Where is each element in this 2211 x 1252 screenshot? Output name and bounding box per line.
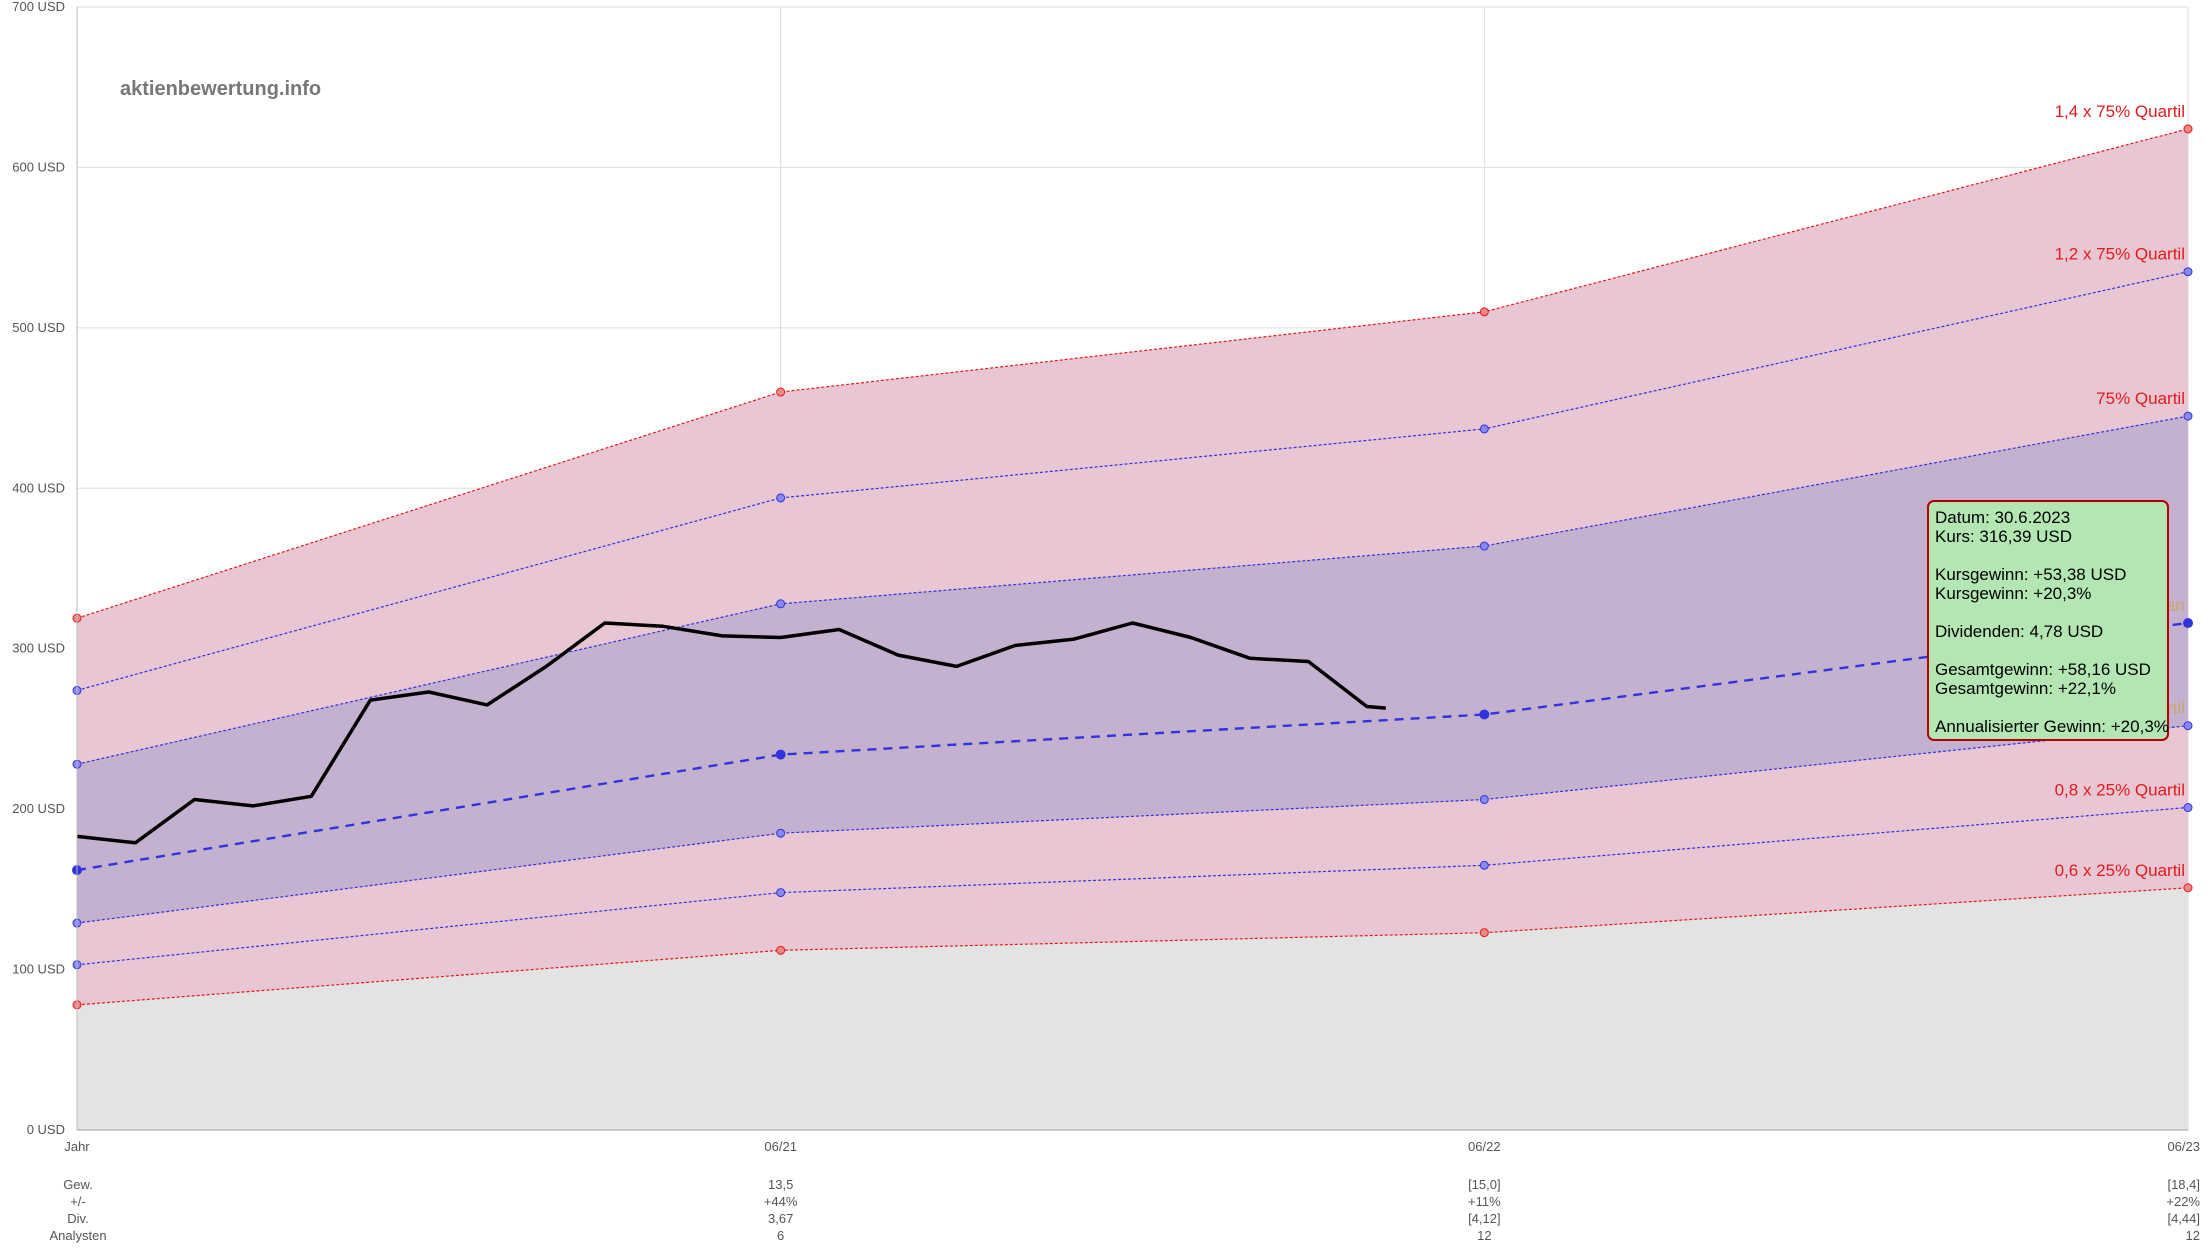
table-cell: 13,5 xyxy=(768,1177,793,1192)
series-label: 0,6 x 25% Quartil xyxy=(2055,861,2185,880)
tooltip-dividends: Dividenden: 4,78 USD xyxy=(1935,622,2104,641)
table-cell: [4,44] xyxy=(2167,1211,2200,1226)
price-line-group xyxy=(76,621,1386,845)
y-tick-label: 500 USD xyxy=(12,320,65,335)
series-point-5-2 xyxy=(1479,860,1489,870)
series-point-1-3 xyxy=(2183,267,2193,277)
tooltip-total-gain-abs: Gesamtgewinn: +58,16 USD xyxy=(1935,660,2151,679)
table-cell: [4,12] xyxy=(1468,1211,1501,1226)
series-point-4-3 xyxy=(2183,721,2193,731)
series-point-0-1 xyxy=(776,387,786,397)
data-table: Gew. +/- Div. Analysten 13,5 +44% 3,67 6 [15,0] +… xyxy=(49,1177,2200,1243)
series-point-6-3 xyxy=(2183,883,2193,893)
y-tick-label: 300 USD xyxy=(12,641,65,656)
tooltip-price-gain-abs: Kursgewinn: +53,38 USD xyxy=(1935,565,2127,584)
y-tick-label: 600 USD xyxy=(12,159,65,174)
table-cell: +11% xyxy=(1468,1194,1501,1209)
series-label: 75% Quartil xyxy=(2096,389,2185,408)
table-cell: 12 xyxy=(2186,1228,2200,1243)
table-cell: 3,67 xyxy=(768,1211,793,1226)
series-point-5-1 xyxy=(776,888,786,898)
x-tick-label: 06/22 xyxy=(1468,1139,1501,1154)
valuation-bands xyxy=(77,128,2188,1130)
series-point-1-1 xyxy=(776,493,786,503)
table-cell: +22% xyxy=(2166,1194,2200,1209)
series-point-1-2 xyxy=(1479,424,1489,434)
series-point-6-2 xyxy=(1479,928,1489,938)
series-point-5-3 xyxy=(2183,803,2193,813)
table-row-label: +/- xyxy=(70,1194,86,1209)
lower-area xyxy=(77,887,2188,1130)
series-point-4-2 xyxy=(1479,795,1489,805)
y-tick-label: 700 USD xyxy=(12,0,65,14)
x-tick-label: Jahr xyxy=(64,1139,90,1154)
tooltip-total-gain-pct: Gesamtgewinn: +22,1% xyxy=(1935,679,2116,698)
table-cell: 6 xyxy=(777,1228,784,1243)
table-cell: [18,4] xyxy=(2167,1177,2200,1192)
series-line-1 xyxy=(76,271,2189,691)
tooltip-price-gain-pct: Kursgewinn: +20,3% xyxy=(1935,584,2092,603)
series-point-0-2 xyxy=(1479,307,1489,317)
price-line xyxy=(76,621,1386,845)
tooltip-annualized-gain: Annualisierter Gewinn: +20,3% xyxy=(1935,717,2169,736)
series-point-3-3 xyxy=(2183,618,2193,629)
watermark: aktienbewertung.info xyxy=(120,78,321,100)
series-line-6 xyxy=(76,887,2189,1006)
hover-tooltip: Datum: 30.6.2023 Kurs: 316,39 USD Kursge… xyxy=(1927,500,2169,741)
series-point-2-1 xyxy=(776,599,786,609)
valuation-lines xyxy=(76,128,2189,1006)
table-row-label: Div. xyxy=(67,1211,88,1226)
series-point-2-3 xyxy=(2183,411,2193,421)
table-cell: 12 xyxy=(1477,1228,1491,1243)
x-axis: Jahr 06/21 06/22 06/23 xyxy=(64,1129,2200,1154)
table-cell: [15,0] xyxy=(1468,1177,1501,1192)
series-point-0-3 xyxy=(2183,124,2193,134)
series-label: 0,8 x 25% Quartil xyxy=(2055,781,2185,800)
series-point-2-2 xyxy=(1479,541,1489,551)
table-row-label: Gew. xyxy=(63,1177,93,1192)
series-line-4 xyxy=(76,725,2189,924)
x-tick-label: 06/21 xyxy=(764,1139,797,1154)
series-point-3-1 xyxy=(775,749,786,760)
inner-band xyxy=(77,416,2188,923)
y-tick-label: 0 USD xyxy=(27,1122,65,1137)
table-cell: +44% xyxy=(764,1194,798,1209)
tooltip-price: Kurs: 316,39 USD xyxy=(1935,527,2073,546)
y-tick-label: 400 USD xyxy=(12,480,65,495)
x-tick-label: 06/23 xyxy=(2167,1139,2200,1154)
series-point-3-2 xyxy=(1479,709,1490,720)
series-line-2 xyxy=(76,415,2189,765)
series-label: 1,2 x 75% Quartil xyxy=(2055,245,2185,264)
series-line-0 xyxy=(76,128,2189,619)
series-point-6-1 xyxy=(776,945,786,955)
y-tick-label: 100 USD xyxy=(12,962,65,977)
tooltip-date: Datum: 30.6.2023 xyxy=(1935,508,2071,527)
series-label: 1,4 x 75% Quartil xyxy=(2055,102,2185,121)
y-tick-label: 200 USD xyxy=(12,801,65,816)
y-axis: 0 USD 100 USD 200 USD 300 USD 400 USD 500 USD… xyxy=(12,0,78,1137)
table-row-label: Analysten xyxy=(49,1228,106,1243)
series-line-3 xyxy=(76,621,2189,872)
series-point-4-1 xyxy=(776,828,786,838)
